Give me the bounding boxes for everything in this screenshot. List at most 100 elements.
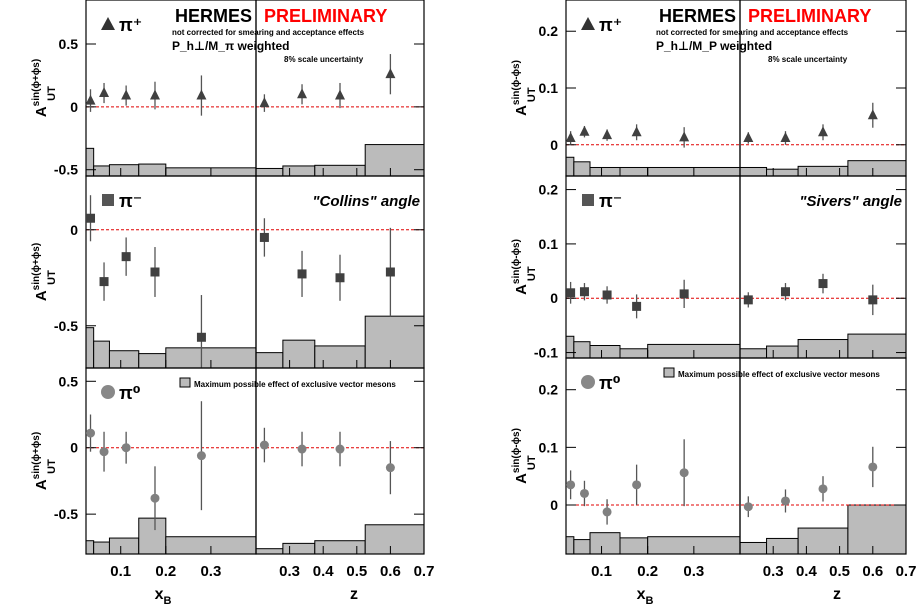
y-tick-label: 0.2 [539,182,559,198]
data-point-right-4 [385,267,395,277]
y-tick-label: 0.1 [539,80,559,96]
data-point-left-3 [121,89,132,100]
x-tick-label: 0.5 [829,563,850,580]
preliminary-label: PRELIMINARY [264,6,387,26]
data-point-left-1 [566,288,576,298]
data-point-right-3 [818,484,828,494]
systematic-band-right-2 [282,339,316,369]
data-point-left-4 [631,126,642,137]
scale-note: 8% scale uncertainty [768,55,848,64]
data-point-right-3 [818,279,828,289]
systematic-band-right-2 [766,345,799,359]
species-label: π⁰ [119,383,141,403]
y-axis-label: Asin(ϕ-ϕs) UT [511,428,538,484]
systematic-band-right-4 [364,524,425,555]
x-axis-label-left: xB [637,586,654,607]
data-point-right-4 [868,462,878,472]
y-tick-label: 0 [70,222,78,238]
y-tick-label: 0 [70,440,78,456]
systematic-band-left-4 [138,517,167,555]
frame-right [739,357,907,555]
systematic-band-left-1 [85,540,95,555]
data-point-left-4 [632,301,642,311]
systematic-band-right-1 [739,166,768,177]
x-tick-label: 0.7 [896,563,917,580]
frame-right [739,0,907,177]
hermes-label: HERMES [659,6,736,26]
data-point-left-2 [579,287,589,297]
angle-label: "Collins" angle [312,193,420,210]
x-tick-label: 0.7 [414,563,435,580]
x-tick-label: 0.3 [279,563,300,580]
data-point-left-5 [679,468,689,478]
data-point-left-5 [196,332,206,342]
x-tick-label: 0.1 [110,563,131,580]
legend-marker [101,385,115,399]
systematic-band-right-4 [847,333,907,359]
x-tick-label: 0.6 [862,563,883,580]
y-tick-label: 0.2 [539,382,559,398]
exclusive-swatch [663,367,675,378]
systematic-band-left-3 [108,164,140,177]
data-point-left-3 [121,252,131,262]
y-axis-label: Asin(ϕ-ϕs) UT [511,60,538,116]
species-label: π⁻ [119,191,142,211]
systematic-band-right-2 [282,165,316,177]
systematic-band-left-2 [93,541,110,555]
data-point-left-2 [99,447,109,457]
y-tick-label: 0.5 [59,373,79,389]
systematic-band-right-3 [314,540,366,555]
systematic-band-left-2 [573,161,591,177]
legend-marker [581,17,595,30]
data-point-right-2 [780,496,790,506]
x-tick-label: 0.4 [796,563,818,580]
data-point-left-3 [602,290,612,300]
angle-label: "Sivers" angle [799,193,902,210]
data-point-left-1 [86,213,96,223]
systematic-band-left-3 [108,537,140,555]
y-tick-label: 0.2 [539,23,559,39]
y-tick-label: 0 [550,137,558,153]
hermes-label: HERMES [175,6,252,26]
species-label: π⁺ [119,15,142,35]
panel-sivers-2: -0.1 0 0.1 0.2 Asin(ϕ-ϕs) UT π⁻ "Sivers" angle [511,175,907,361]
systematic-band-right-1 [255,167,284,177]
data-point-left-1 [85,94,96,105]
data-point-right-1 [259,232,269,242]
systematic-band-right-1 [739,348,768,359]
scale-note: 8% scale uncertainty [284,55,364,64]
systematic-band-left-4 [138,163,167,177]
frame-right [255,367,425,555]
data-point-right-2 [297,444,307,454]
systematic-band-left-3 [108,350,140,369]
data-point-left-2 [579,125,590,136]
chart-sivers: 0 0.1 0.2 Asin(ϕ-ϕs) UT π⁺ HERMES PRELIMINARY no… [511,0,916,607]
x-tick-label: 0.5 [346,563,367,580]
y-tick-label: 0.1 [539,439,559,455]
data-point-left-5 [679,131,690,142]
data-point-right-2 [297,88,308,99]
panel-sivers-3: 0 0.1 0.2 Asin(ϕ-ϕs) UT π⁰ Maximum possible ef… [511,357,907,555]
data-point-left-5 [196,89,207,100]
y-tick-label: 0 [70,99,78,115]
data-point-right-4 [868,295,878,305]
y-tick-label: 0 [550,290,558,306]
x-tick-label: 0.2 [637,563,658,580]
legend-marker [582,194,594,206]
systematic-band-left-3 [589,345,621,359]
systematic-band-left-3 [589,166,621,177]
panel-sivers-1: 0 0.1 0.2 Asin(ϕ-ϕs) UT π⁺ HERMES PRELIMINARY no… [511,0,907,177]
systematic-band-left-1 [565,156,575,177]
species-label: π⁻ [599,191,622,211]
exclusive-swatch [179,377,191,388]
systematic-band-left-2 [573,539,591,555]
data-point-left-5 [679,289,689,299]
x-tick-label: 0.6 [380,563,401,580]
systematic-band-left-4 [138,353,167,369]
x-tick-label: 0.1 [591,563,612,580]
legend-marker [101,17,115,30]
systematic-band-right-4 [364,144,425,177]
